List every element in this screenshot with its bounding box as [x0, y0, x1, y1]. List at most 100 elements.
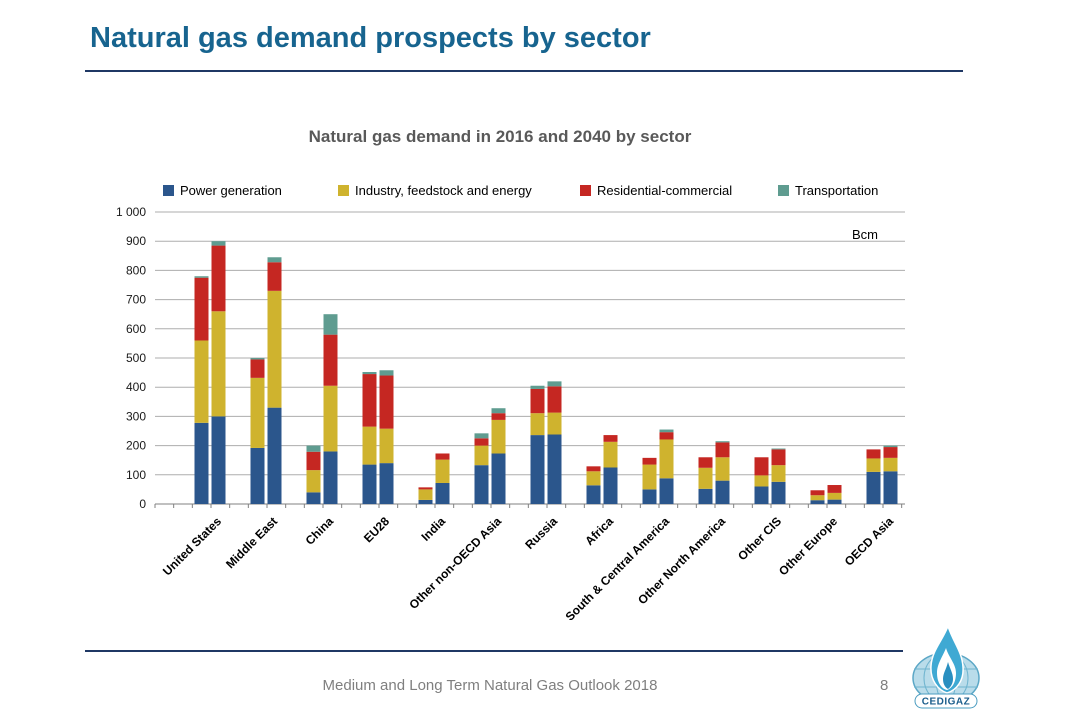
- bar-segment: [642, 464, 657, 490]
- bar-segment: [250, 377, 265, 448]
- bar-segment: [362, 372, 377, 375]
- x-category-label: Africa: [582, 514, 616, 548]
- bar-segment: [715, 457, 730, 481]
- x-category-label: United States: [160, 514, 224, 578]
- y-tick-label: 400: [126, 380, 146, 394]
- bar-segment: [306, 470, 321, 493]
- legend-label: Power generation: [180, 183, 282, 198]
- x-category-label: South & Central America: [563, 514, 673, 620]
- title-divider: [85, 70, 963, 72]
- bar-segment: [810, 490, 825, 496]
- bar-segment: [379, 428, 394, 464]
- bar-segment: [659, 478, 674, 504]
- bar-segment: [603, 467, 618, 504]
- bar-segment: [306, 445, 321, 452]
- bar-segment: [418, 489, 433, 500]
- chart-legend: Power generation Industry, feedstock and …: [0, 183, 1069, 203]
- bar-segment: [642, 489, 657, 504]
- y-tick-label: 600: [126, 322, 146, 336]
- bar-segment: [754, 486, 769, 504]
- bar-segment: [379, 463, 394, 504]
- demand-chart: 0 100 200 300 400 500 600 700 800 900 1 000 United …: [116, 205, 905, 620]
- bar-segment: [323, 385, 338, 452]
- bar-segment: [194, 277, 209, 341]
- bar-segment: [250, 358, 265, 360]
- bar-segment: [866, 449, 881, 459]
- bar-segment: [474, 445, 489, 466]
- bar-segment: [362, 374, 377, 427]
- legend-swatch-icon: [580, 185, 591, 196]
- bar-segment: [323, 451, 338, 504]
- legend-label: Industry, feedstock and energy: [355, 183, 532, 198]
- bar-segment: [211, 241, 226, 246]
- y-tick-label: 900: [126, 234, 146, 248]
- bar-segment: [379, 370, 394, 376]
- bar-segment: [866, 458, 881, 472]
- bar-segment: [827, 499, 842, 504]
- x-category-label: OECD Asia: [842, 514, 897, 569]
- bar-segment: [659, 439, 674, 479]
- bar-segment: [211, 311, 226, 417]
- chart-title: Natural gas demand in 2016 and 2040 by s…: [308, 127, 692, 146]
- bar-segment: [491, 419, 506, 454]
- bar-segment: [379, 375, 394, 429]
- x-category-label: India: [418, 514, 448, 544]
- bar-segment: [586, 485, 601, 504]
- legend-label: Residential-commercial: [597, 183, 733, 198]
- bar-segment: [435, 482, 450, 504]
- bar-segment: [715, 442, 730, 458]
- bar-segment: [530, 413, 545, 436]
- bar-segment: [715, 480, 730, 504]
- bar-segment: [715, 441, 730, 443]
- bar-segment: [211, 245, 226, 312]
- bar-segment: [530, 435, 545, 504]
- bar-segment: [603, 441, 618, 468]
- legend-item: Industry, feedstock and energy: [338, 183, 532, 198]
- bar-segment: [418, 487, 433, 490]
- bar-segment: [771, 465, 786, 482]
- bar-segment: [659, 432, 674, 440]
- bar-segment: [491, 408, 506, 414]
- bar-segment: [827, 485, 842, 493]
- bar-segment: [883, 457, 898, 472]
- bar-segment: [771, 449, 786, 466]
- bar-segment: [194, 340, 209, 423]
- logo-flame-inner: [943, 662, 953, 689]
- bar-segment: [211, 416, 226, 504]
- unit-label: Bcm: [852, 227, 878, 242]
- x-category-label: Russia: [522, 514, 560, 552]
- x-category-label: EU28: [361, 514, 392, 545]
- logo-text: CEDIGAZ: [922, 697, 971, 708]
- bar-segment: [866, 471, 881, 504]
- bar-segment: [250, 447, 265, 504]
- page-number: 8: [880, 677, 889, 694]
- bar-segment: [698, 488, 713, 504]
- legend-label: Transportation: [795, 183, 879, 198]
- bar-segment: [698, 457, 713, 468]
- bar-segment: [194, 422, 209, 504]
- bar-segment: [547, 412, 562, 435]
- legend-swatch-icon: [338, 185, 349, 196]
- bar-segment: [267, 290, 282, 408]
- bar-segment: [250, 359, 265, 378]
- legend-swatch-icon: [778, 185, 789, 196]
- bar-segment: [771, 481, 786, 504]
- bar-segment: [418, 499, 433, 504]
- x-category-label: Other non-OECD Asia: [406, 514, 504, 612]
- bar-segment: [323, 314, 338, 335]
- bar-segment: [883, 447, 898, 458]
- bar-segment: [603, 435, 618, 442]
- bar-segment: [586, 466, 601, 472]
- footer-divider: [85, 650, 903, 652]
- bar-segment: [267, 262, 282, 291]
- bar-segment: [306, 451, 321, 471]
- legend-item: Residential-commercial: [580, 183, 732, 198]
- x-category-label: China: [303, 514, 337, 548]
- x-category-label: Other Europe: [776, 514, 840, 578]
- y-tick-label: 100: [126, 468, 146, 482]
- bar-segment: [491, 413, 506, 420]
- bar-segment: [530, 388, 545, 414]
- y-tick-label: 300: [126, 409, 146, 423]
- legend-item: Power generation: [163, 183, 282, 198]
